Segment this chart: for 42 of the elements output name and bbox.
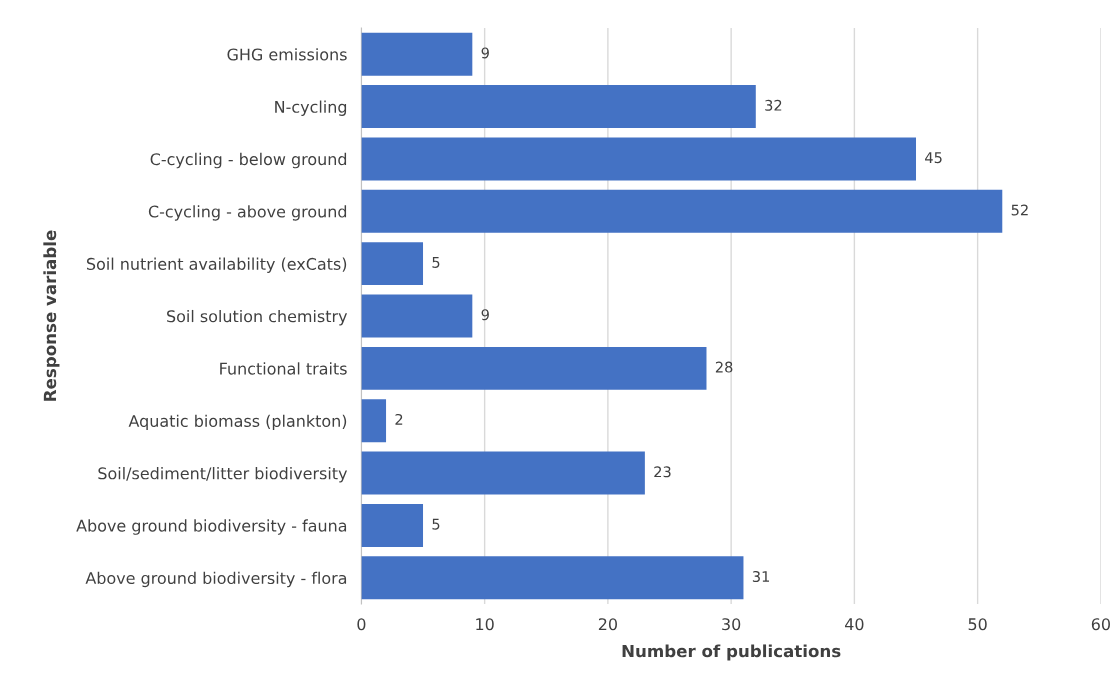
data-label: 32: [765, 99, 782, 111]
bar: [361, 137, 917, 181]
data-label: 31: [752, 570, 770, 583]
data-label: 5: [432, 518, 440, 530]
bar: [361, 503, 424, 547]
bar: [361, 32, 473, 76]
y-tick-label: Above ground biodiversity - fauna: [76, 519, 347, 535]
data-label: 2: [395, 413, 403, 425]
data-label: 23: [654, 466, 671, 478]
data-label: 9: [481, 309, 489, 321]
bar: [361, 346, 707, 390]
x-axis-title: Number of publications: [622, 644, 841, 661]
data-label: 52: [1011, 204, 1028, 216]
bar: [361, 294, 473, 338]
y-tick-label: Aquatic biomass (plankton): [128, 414, 347, 431]
bar: [361, 242, 424, 286]
bar: [361, 189, 1003, 233]
y-tick-label: C-cycling - above ground: [148, 205, 347, 221]
y-tick-label: N-cycling: [275, 100, 347, 116]
y-tick-label: Soil solution chemistry: [167, 309, 348, 326]
y-tick-label: Soil/sediment/litter biodiversity: [98, 467, 348, 483]
x-tick-label: 0: [357, 618, 366, 631]
y-tick-label: GHG emissions: [227, 48, 347, 61]
bar: [361, 556, 744, 600]
bar: [361, 399, 387, 443]
y-tick-label: Functional traits: [220, 362, 347, 375]
x-tick-label: 50: [968, 618, 987, 631]
x-tick-label: 20: [598, 618, 617, 631]
data-label: 9: [481, 47, 489, 59]
y-tick-label: Above ground biodiversity - flora: [85, 571, 347, 588]
y-tick-label: Soil nutrient availability (exCats): [86, 257, 347, 274]
bar: [361, 85, 756, 129]
x-tick-label: 60: [1091, 618, 1110, 631]
data-label: 45: [925, 152, 942, 164]
data-label: 5: [432, 257, 440, 268]
x-tick-label: 10: [476, 618, 494, 631]
x-tick-label: 30: [722, 618, 741, 631]
y-tick-label: C-cycling - below ground: [150, 152, 347, 169]
x-tick-label: 40: [845, 618, 864, 631]
bar: [361, 451, 645, 495]
data-label: 28: [715, 361, 733, 373]
y-axis-title: Response variable: [43, 230, 60, 401]
